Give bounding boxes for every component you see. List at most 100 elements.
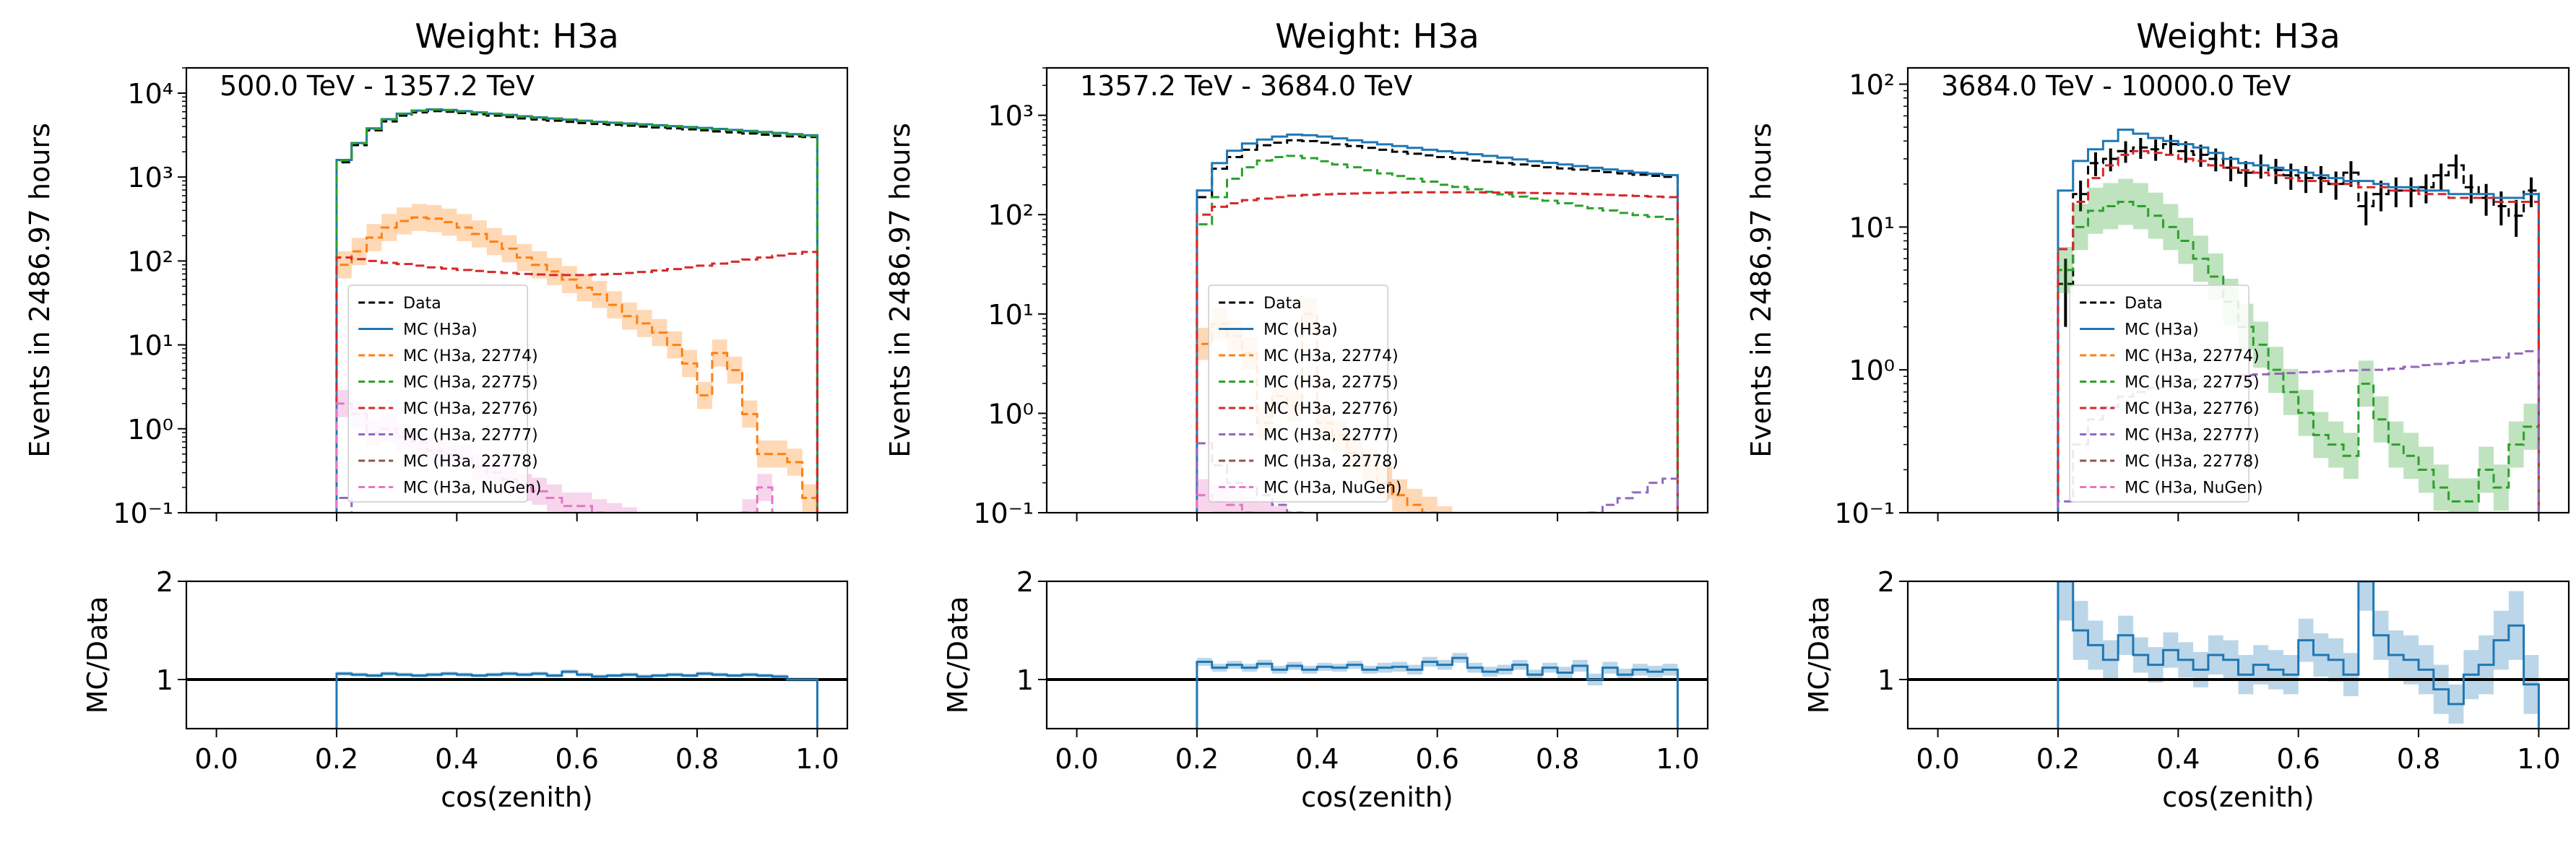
x-tick-label: 0.0 — [1055, 743, 1098, 775]
series-mc-h3a-22775-band-bin — [2088, 187, 2104, 234]
series-mc-h3a-22774-line — [335, 216, 818, 513]
series-mc-h3a-22774-band-bin — [1573, 526, 1588, 542]
series-mc-h3a-nugen-band-bin — [712, 524, 727, 538]
series-mc-h3a-22774-band-bin — [517, 243, 532, 272]
series-mc-h3a-22775-band-bin — [2463, 478, 2479, 513]
ratio-y-tick-label: 2 — [156, 566, 173, 598]
series-mc-h3a-22774-band-bin — [576, 274, 592, 302]
x-axis-label: cos(zenith) — [441, 781, 593, 813]
x-tick-label: 0.0 — [194, 743, 238, 775]
series-mc-h3a-22774-band-bin — [1407, 488, 1422, 513]
ratio-band-bin — [2057, 581, 2073, 621]
x-tick-label: 1.0 — [1656, 743, 1699, 775]
legend-entry: MC (H3a, 22777) — [2125, 427, 2260, 445]
ratio-plot-area — [186, 669, 847, 729]
series-mc-h3a-22774-band-bin — [411, 204, 427, 231]
series-mc-h3a-22774-band-bin — [1422, 496, 1438, 513]
legend-entry: MC (H3a, NuGen) — [1263, 479, 1401, 498]
ratio-y-axis-label: MC/Data — [1803, 596, 1835, 714]
y-tick-label: 10⁴ — [127, 78, 173, 110]
series-mc-h3a-nugen-band-bin — [742, 499, 758, 513]
x-tick-label: 0.2 — [2036, 743, 2080, 775]
y-tick-label: 10² — [1849, 69, 1895, 101]
series-mc-h3a-22774-band-bin — [1467, 526, 1482, 542]
legend-entry: MC (H3a) — [2125, 321, 2199, 339]
chart-title: Weight: H3a — [2136, 17, 2340, 56]
series-mc-h3a-line — [2057, 129, 2540, 513]
legend-entry: Data — [403, 295, 441, 313]
x-axis-label: cos(zenith) — [1301, 781, 1453, 813]
series-mc-h3a-22774-band-bin — [802, 484, 818, 512]
ratio-y-tick-label: 1 — [1877, 664, 1895, 696]
legend-box — [1208, 285, 1388, 503]
energy-range-label: 3684.0 TeV - 10000.0 TeV — [1941, 70, 2291, 102]
series-mc-h3a-22776-line — [335, 251, 818, 513]
x-axis-label: cos(zenith) — [2162, 781, 2314, 813]
y-tick-label: 10⁰ — [1849, 355, 1895, 386]
series-mc-h3a-nugen-band-bin — [1648, 526, 1663, 542]
series-mc-h3a-nugen-band-bin — [636, 512, 652, 513]
series-mc-h3a-22776-line — [2057, 149, 2540, 513]
ratio-line — [2057, 581, 2540, 729]
x-tick-label: 0.4 — [2156, 743, 2200, 775]
x-tick-label: 0.2 — [315, 743, 358, 775]
series-mc-h3a-22774-band-bin — [1482, 526, 1497, 542]
x-tick-label: 0.2 — [1175, 743, 1219, 775]
ratio-axes-frame — [185, 580, 849, 730]
series-mc-h3a-nugen-band-bin — [1452, 526, 1467, 542]
ratio-axes-frame — [1906, 580, 2570, 730]
chart-title: Weight: H3a — [415, 17, 618, 56]
series-mc-h3a-22774-band-bin — [1663, 526, 1678, 542]
series-mc-h3a-nugen-band-bin — [1542, 526, 1557, 542]
y-tick-label: 10¹ — [1849, 212, 1895, 243]
series-mc-h3a-nugen-band-bin — [1527, 526, 1542, 542]
series-mc-h3a-22775-line — [335, 108, 818, 513]
series-mc-h3a-22774-band-bin — [1648, 526, 1663, 542]
ratio-y-axis-label: MC/Data — [82, 596, 113, 714]
y-tick-label: 10⁰ — [127, 414, 173, 446]
y-axis-label: Events in 2486.97 hours — [884, 123, 916, 458]
series-mc-h3a-22775-line — [1196, 155, 1679, 513]
series-mc-h3a-line — [1196, 133, 1679, 513]
chart-panel-3: Weight: H3a 3684.0 TeV - 10000.0 TeV 10⁻¹ 1… — [1745, 17, 2570, 813]
legend-entry: MC (H3a, 22777) — [403, 427, 538, 445]
series-mc-h3a-nugen-band-bin — [1302, 518, 1318, 542]
series-mc-h3a-nugen-band-bin — [622, 507, 637, 513]
x-tick-label: 0.8 — [675, 743, 719, 775]
series-mc-h3a-22774-band-bin — [1452, 526, 1467, 542]
main-axes-frame — [1045, 66, 1709, 514]
legend-entry: MC (H3a, 22778) — [1263, 453, 1399, 471]
series-mc-h3a-22774-band-bin — [426, 204, 442, 233]
x-tick-label: 0.4 — [1295, 743, 1339, 775]
series-mc-h3a-22774-band-bin — [1542, 526, 1557, 542]
series-data-line — [2057, 143, 2540, 513]
series-mc-h3a-nugen-band-bin — [1617, 526, 1633, 542]
series-mc-h3a-nugen-band-bin — [1287, 512, 1302, 513]
series-mc-h3a-nugen-band-bin — [1422, 526, 1438, 542]
x-tick-label: 1.0 — [2517, 743, 2560, 775]
legend-entry: MC (H3a, 22776) — [403, 400, 538, 418]
series-mc-h3a-22776-line — [1196, 191, 1679, 513]
series-mc-h3a-nugen-band-bin — [652, 518, 667, 538]
series-mc-h3a-nugen-band-bin — [1347, 526, 1362, 542]
series-data-line — [1196, 139, 1679, 513]
ratio-axes-frame — [1045, 580, 1709, 730]
legend-box — [347, 285, 528, 503]
series-mc-h3a-nugen-band-bin — [1557, 526, 1573, 542]
series-mc-h3a-22774-band-bin — [712, 339, 727, 367]
ratio-y-tick-label: 2 — [1877, 566, 1895, 598]
chart-panel-1: Weight: H3a 500.0 TeV - 1357.2 TeV 10⁻¹ 10⁰… — [24, 17, 849, 813]
series-mc-h3a-nugen-band-bin — [1438, 526, 1453, 542]
legend-entry: Data — [1263, 295, 1302, 313]
x-tick-label: 0.6 — [2276, 743, 2320, 775]
series-mc-h3a-22774-band-bin — [1633, 526, 1648, 542]
series-mc-h3a-22774-band-bin — [457, 214, 472, 241]
series-mc-h3a-nugen-band-bin — [1392, 526, 1407, 542]
legend-entry: MC (H3a, 22775) — [2125, 374, 2260, 392]
legend-entry: MC (H3a, 22776) — [1263, 400, 1399, 418]
ratio-y-tick-label: 1 — [156, 664, 173, 696]
legend-entry: MC (H3a, 22775) — [1263, 374, 1399, 392]
y-tick-label: 10³ — [987, 100, 1034, 132]
series-mc-h3a-nugen-band-bin — [1588, 526, 1603, 542]
ratio-y-tick-label: 1 — [1016, 664, 1034, 696]
